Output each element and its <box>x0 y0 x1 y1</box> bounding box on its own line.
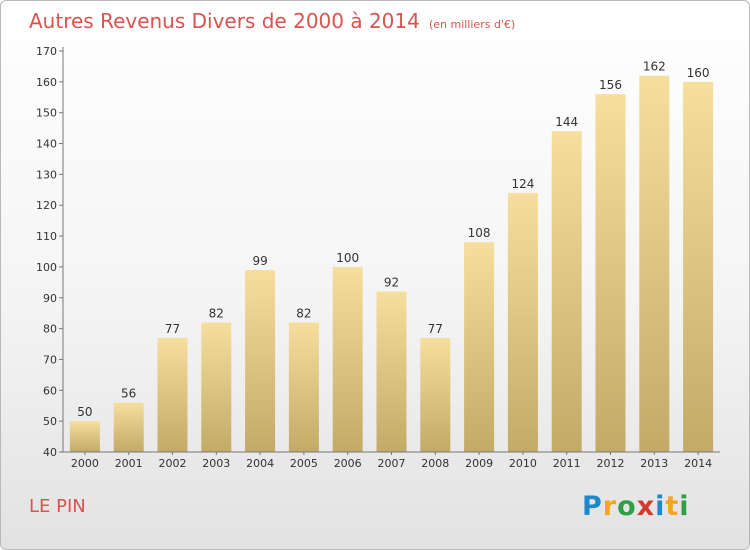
x-tick-label: 2000 <box>71 457 99 470</box>
y-tick-label: 130 <box>36 168 57 181</box>
value-label: 124 <box>511 177 534 191</box>
logo-letter: t <box>665 491 680 522</box>
x-tick-label: 2011 <box>553 457 581 470</box>
x-tick-label: 2004 <box>246 457 274 470</box>
bar-2010 <box>507 192 538 452</box>
x-tick-label: 2010 <box>509 457 537 470</box>
bar-2005 <box>288 322 319 452</box>
logo-letter: x <box>636 491 656 522</box>
value-label: 92 <box>384 276 399 290</box>
chart-title-main: Autres Revenus Divers de 2000 à 2014 <box>29 9 420 33</box>
bar-2011 <box>551 131 582 452</box>
proxiti-logo[interactable]: Proxiti <box>582 491 690 522</box>
value-label: 56 <box>121 387 136 401</box>
x-tick-label: 2003 <box>202 457 230 470</box>
x-tick-label: 2007 <box>378 457 406 470</box>
x-tick-label: 2009 <box>465 457 493 470</box>
value-label: 50 <box>77 405 92 419</box>
bar-2007 <box>376 291 407 452</box>
logo-letter: r <box>602 491 618 522</box>
x-tick-label: 2005 <box>290 457 318 470</box>
value-label: 77 <box>165 322 180 336</box>
value-label: 156 <box>599 78 622 92</box>
y-tick-label: 170 <box>36 45 57 58</box>
logo-letter: i <box>679 491 690 522</box>
bar-2002 <box>157 337 188 452</box>
y-tick-label: 50 <box>43 415 57 428</box>
y-tick-label: 80 <box>43 323 57 336</box>
y-tick-label: 110 <box>36 230 57 243</box>
y-tick-label: 70 <box>43 353 57 366</box>
y-tick-label: 90 <box>43 292 57 305</box>
value-label: 82 <box>296 306 311 320</box>
value-label: 99 <box>252 254 267 268</box>
chart-subtitle: (en milliers d'€) <box>428 18 516 31</box>
y-tick-label: 40 <box>43 446 57 459</box>
x-tick-label: 2002 <box>159 457 187 470</box>
bar-2008 <box>420 337 451 452</box>
value-label: 160 <box>687 66 710 80</box>
bar-2004 <box>245 270 276 452</box>
logo-letter: o <box>617 491 637 522</box>
y-tick-label: 160 <box>36 76 57 89</box>
place-name: LE PIN <box>29 496 86 517</box>
value-label: 77 <box>428 322 443 336</box>
bar-2000 <box>69 421 100 452</box>
y-tick-label: 60 <box>43 384 57 397</box>
value-label: 82 <box>209 306 224 320</box>
bar-2006 <box>332 266 363 452</box>
chart-title: Autres Revenus Divers de 2000 à 2014 (en… <box>29 9 515 33</box>
value-label: 144 <box>555 115 578 129</box>
y-tick-label: 100 <box>36 261 57 274</box>
bar-2013 <box>639 75 670 452</box>
bar-2009 <box>464 242 495 452</box>
x-tick-label: 2013 <box>640 457 668 470</box>
bar-2003 <box>201 322 232 452</box>
x-tick-label: 2012 <box>597 457 625 470</box>
logo-letter: P <box>582 491 603 522</box>
bar-2012 <box>595 94 626 452</box>
x-tick-label: 2001 <box>115 457 143 470</box>
x-tick-label: 2008 <box>421 457 449 470</box>
bar-2001 <box>113 402 144 452</box>
x-tick-label: 2014 <box>684 457 712 470</box>
bar-2014 <box>683 81 714 452</box>
y-tick-label: 140 <box>36 138 57 151</box>
logo-letter: i <box>655 491 666 522</box>
x-tick-label: 2006 <box>334 457 362 470</box>
value-label: 108 <box>468 226 491 240</box>
value-label: 162 <box>643 60 666 74</box>
value-label: 100 <box>336 251 359 265</box>
y-tick-label: 120 <box>36 199 57 212</box>
y-tick-label: 150 <box>36 107 57 120</box>
